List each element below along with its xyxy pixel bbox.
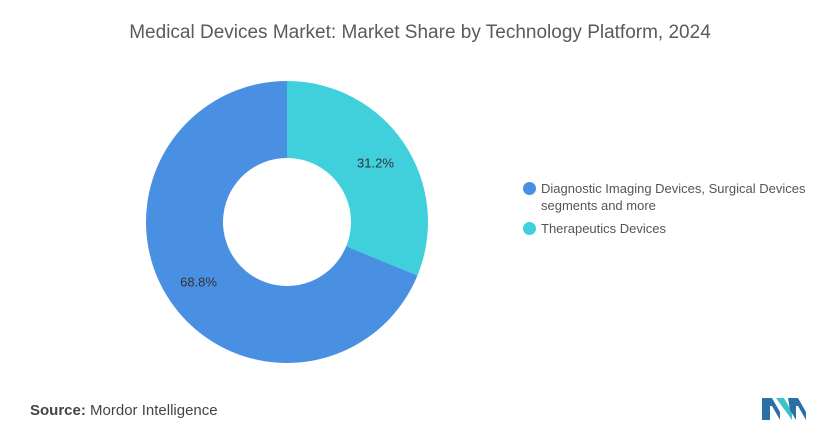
chart-legend: Diagnostic Imaging Devices, Surgical Dev…	[523, 180, 823, 243]
legend-label-diagnostic: Diagnostic Imaging Devices, Surgical Dev…	[541, 181, 806, 213]
legend-item-therapeutics: Therapeutics Devices	[523, 220, 823, 237]
source-note: Source: Mordor Intelligence	[30, 402, 218, 419]
legend-swatch-diagnostic	[523, 182, 536, 195]
mordor-logo-icon	[762, 398, 806, 420]
data-label-1: 68.8%	[180, 274, 217, 289]
pie-slice-1	[146, 80, 418, 363]
source-text: Mordor Intelligence	[90, 402, 218, 419]
legend-swatch-therapeutics	[523, 222, 536, 235]
pie-slice-0	[287, 81, 428, 276]
chart-title: Medical Devices Market: Market Share by …	[129, 22, 711, 43]
legend-label-therapeutics: Therapeutics Devices	[541, 221, 666, 236]
data-label-0: 31.2%	[357, 156, 394, 171]
legend-item-diagnostic: Diagnostic Imaging Devices, Surgical Dev…	[523, 180, 823, 214]
source-prefix: Source:	[30, 402, 86, 419]
